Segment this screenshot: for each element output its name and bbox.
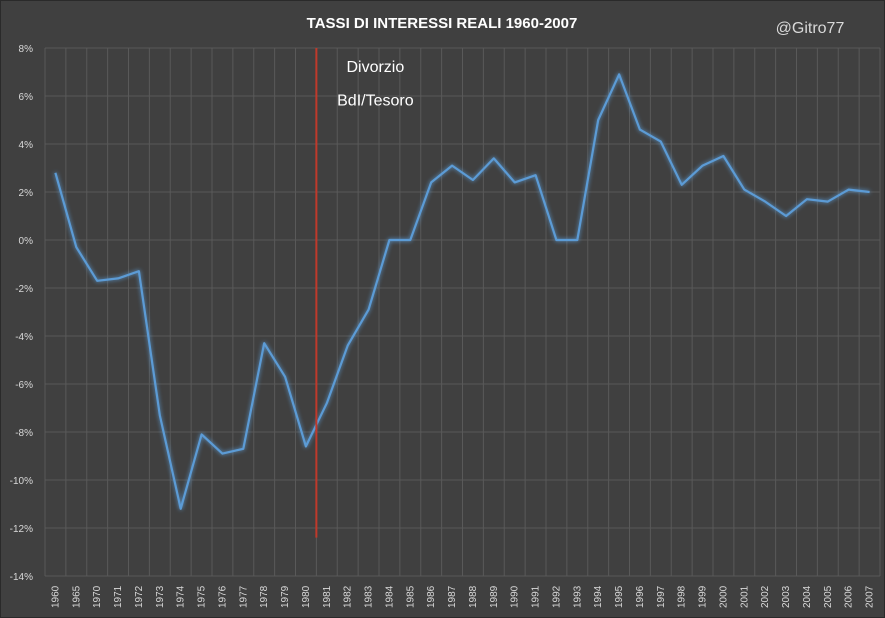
x-tick-label: 1975 xyxy=(197,585,208,608)
x-tick-label: 1960 xyxy=(50,585,61,608)
x-tick-label: 1997 xyxy=(656,585,667,608)
y-tick-label: 0% xyxy=(19,236,34,247)
x-tick-label: 2004 xyxy=(802,585,813,608)
y-tick-label: -12% xyxy=(10,524,33,535)
y-tick-label: -14% xyxy=(10,572,33,583)
x-tick-label: 2007 xyxy=(865,585,876,608)
vertical-gridlines xyxy=(44,48,881,576)
x-tick-label: 1973 xyxy=(155,585,166,608)
x-tick-label: 1996 xyxy=(635,585,646,608)
y-tick-label: -6% xyxy=(15,380,33,391)
y-tick-label: -4% xyxy=(15,332,33,343)
x-tick-label: 2003 xyxy=(781,585,792,608)
x-tick-label: 1987 xyxy=(447,585,458,608)
y-tick-label: -8% xyxy=(15,428,33,439)
divorce-annotation-line1: Divorzio xyxy=(346,59,404,76)
chart-title: TASSI DI INTERESSI REALI 1960-2007 xyxy=(307,15,578,32)
x-tick-label: 1970 xyxy=(92,585,103,608)
x-tick-label: 1993 xyxy=(572,585,583,608)
x-tick-label: 2006 xyxy=(844,585,855,608)
x-tick-label: 1989 xyxy=(489,585,500,608)
x-tick-label: 1998 xyxy=(677,585,688,608)
x-tick-label: 1965 xyxy=(71,585,82,608)
x-tick-label: 1977 xyxy=(238,585,249,608)
y-axis: 8% 6% 4% 2% 0% -2% -4% -6% -8% -10% -12% -14% xyxy=(10,44,33,583)
x-tick-label: 1980 xyxy=(301,585,312,608)
x-tick-label: 1981 xyxy=(322,585,333,608)
x-tick-label: 1988 xyxy=(468,585,479,608)
x-tick-label: 1999 xyxy=(698,585,709,608)
x-tick-label: 1976 xyxy=(217,585,228,608)
x-tick-label: 1972 xyxy=(134,585,145,608)
series-line xyxy=(54,73,870,510)
x-tick-label: 1991 xyxy=(531,585,542,608)
x-tick-label: 1995 xyxy=(614,585,625,608)
x-tick-label: 1978 xyxy=(259,585,270,608)
divorce-annotation-line2: BdI/Tesoro xyxy=(337,93,414,110)
x-tick-label: 1984 xyxy=(384,585,395,608)
x-tick-label: 2002 xyxy=(760,585,771,608)
x-axis: 1960 1965 1970 1971 1972 1973 1974 1975 1976 1977… xyxy=(50,585,875,608)
x-tick-label: 1979 xyxy=(280,585,291,608)
x-tick-label: 2000 xyxy=(718,585,729,608)
x-tick-label: 2001 xyxy=(739,585,750,608)
x-tick-label: 1983 xyxy=(364,585,375,608)
y-tick-label: 4% xyxy=(19,140,34,151)
x-tick-label: 1974 xyxy=(176,585,187,608)
x-tick-label: 1982 xyxy=(343,585,354,608)
x-tick-label: 2005 xyxy=(823,585,834,608)
x-tick-label: 1992 xyxy=(551,585,562,608)
y-tick-label: 6% xyxy=(19,92,34,103)
watermark: @Gitro77 xyxy=(776,20,845,37)
y-tick-label: -10% xyxy=(10,476,33,487)
x-tick-label: 1990 xyxy=(510,585,521,608)
y-tick-label: -2% xyxy=(15,284,33,295)
x-tick-label: 1971 xyxy=(113,585,124,608)
x-tick-label: 1994 xyxy=(593,585,604,608)
y-tick-label: 2% xyxy=(19,188,34,199)
x-tick-label: 1985 xyxy=(405,585,416,608)
x-tick-label: 1986 xyxy=(426,585,437,608)
horizontal-gridlines xyxy=(45,47,880,577)
y-tick-label: 8% xyxy=(19,44,34,55)
